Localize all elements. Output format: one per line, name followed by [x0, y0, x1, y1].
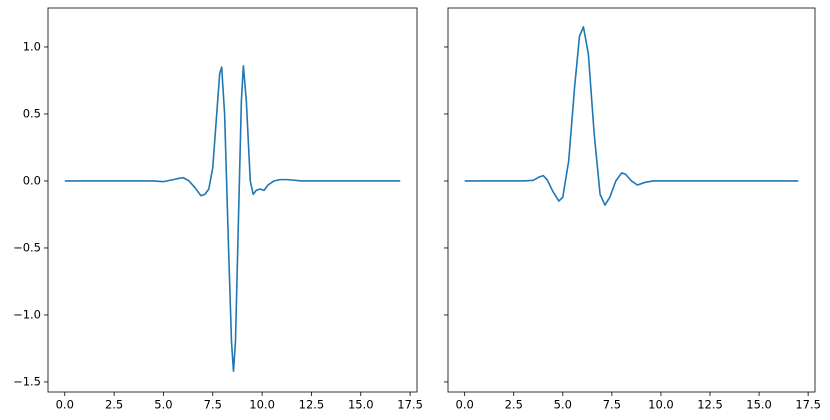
axes-frame	[447, 7, 816, 393]
x-tick-label: 10.0	[249, 398, 275, 412]
x-tick-label: 10.0	[648, 398, 674, 412]
x-tick-label: 15.0	[348, 398, 374, 412]
x-tick-label: 12.5	[299, 398, 325, 412]
axes-frame	[47, 7, 418, 393]
x-tick-label: 15.0	[746, 398, 772, 412]
x-tick-label: 0.0	[456, 398, 474, 412]
y-tick-label: −1.5	[13, 374, 41, 388]
y-tick-label: −0.5	[13, 240, 41, 254]
x-tick-label: 7.5	[204, 398, 222, 412]
x-tick-label: 17.5	[397, 398, 423, 412]
y-tick-label: 1.0	[23, 39, 41, 53]
y-tick-label: 0.0	[23, 173, 41, 187]
x-tick-label: 5.0	[154, 398, 172, 412]
x-tick-label: 0.0	[56, 398, 74, 412]
y-tick-label: −1.0	[13, 307, 41, 321]
x-tick-label: 12.5	[697, 398, 723, 412]
x-tick-label: 17.5	[795, 398, 821, 412]
x-tick-label: 5.0	[554, 398, 572, 412]
y-tick-label: 0.5	[23, 106, 41, 120]
line	[64, 64, 401, 373]
x-tick-label: 2.5	[105, 398, 123, 412]
line	[464, 26, 799, 206]
x-tick-label: 2.5	[505, 398, 523, 412]
x-tick-label: 7.5	[603, 398, 621, 412]
